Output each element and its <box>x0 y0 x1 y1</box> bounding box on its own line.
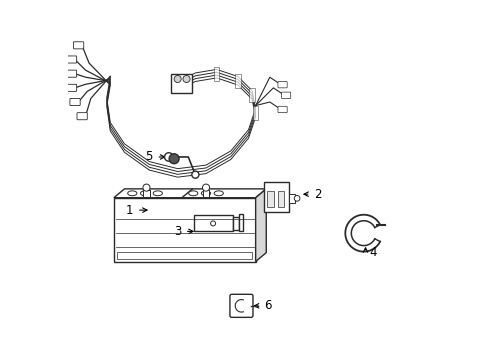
Text: 5: 5 <box>146 150 153 163</box>
Bar <box>289 194 295 203</box>
Polygon shape <box>114 189 266 198</box>
FancyBboxPatch shape <box>66 56 76 63</box>
FancyBboxPatch shape <box>77 113 87 120</box>
Bar <box>253 105 258 120</box>
Ellipse shape <box>153 191 162 196</box>
Circle shape <box>183 76 190 82</box>
FancyBboxPatch shape <box>70 99 80 105</box>
Ellipse shape <box>201 191 211 196</box>
Bar <box>268 191 274 207</box>
Bar <box>235 74 241 88</box>
FancyBboxPatch shape <box>74 42 84 49</box>
Bar <box>249 88 255 102</box>
Text: 6: 6 <box>265 299 272 312</box>
Bar <box>118 252 252 259</box>
Bar <box>239 214 243 231</box>
Text: 1: 1 <box>126 204 133 217</box>
Circle shape <box>294 195 300 201</box>
FancyBboxPatch shape <box>66 84 76 91</box>
Ellipse shape <box>128 191 137 196</box>
Bar <box>143 190 149 197</box>
Circle shape <box>192 171 199 178</box>
Bar <box>114 198 256 261</box>
Bar <box>233 217 239 230</box>
Bar <box>265 182 289 212</box>
Bar <box>214 67 220 81</box>
FancyBboxPatch shape <box>278 81 287 88</box>
FancyBboxPatch shape <box>278 106 287 113</box>
Ellipse shape <box>141 191 149 196</box>
Ellipse shape <box>214 191 223 196</box>
Circle shape <box>174 76 181 82</box>
Bar <box>194 215 233 231</box>
Circle shape <box>143 184 150 191</box>
Circle shape <box>169 154 179 164</box>
Bar <box>171 74 192 93</box>
Polygon shape <box>256 189 266 261</box>
Text: 2: 2 <box>314 188 321 201</box>
FancyBboxPatch shape <box>66 70 76 77</box>
Circle shape <box>211 221 216 226</box>
Bar <box>278 191 284 207</box>
Circle shape <box>202 184 210 191</box>
Text: 4: 4 <box>369 246 376 259</box>
Bar <box>203 190 209 197</box>
Text: 3: 3 <box>174 225 181 238</box>
Ellipse shape <box>189 191 198 196</box>
FancyBboxPatch shape <box>282 92 291 99</box>
Circle shape <box>165 153 173 161</box>
FancyBboxPatch shape <box>230 294 253 318</box>
